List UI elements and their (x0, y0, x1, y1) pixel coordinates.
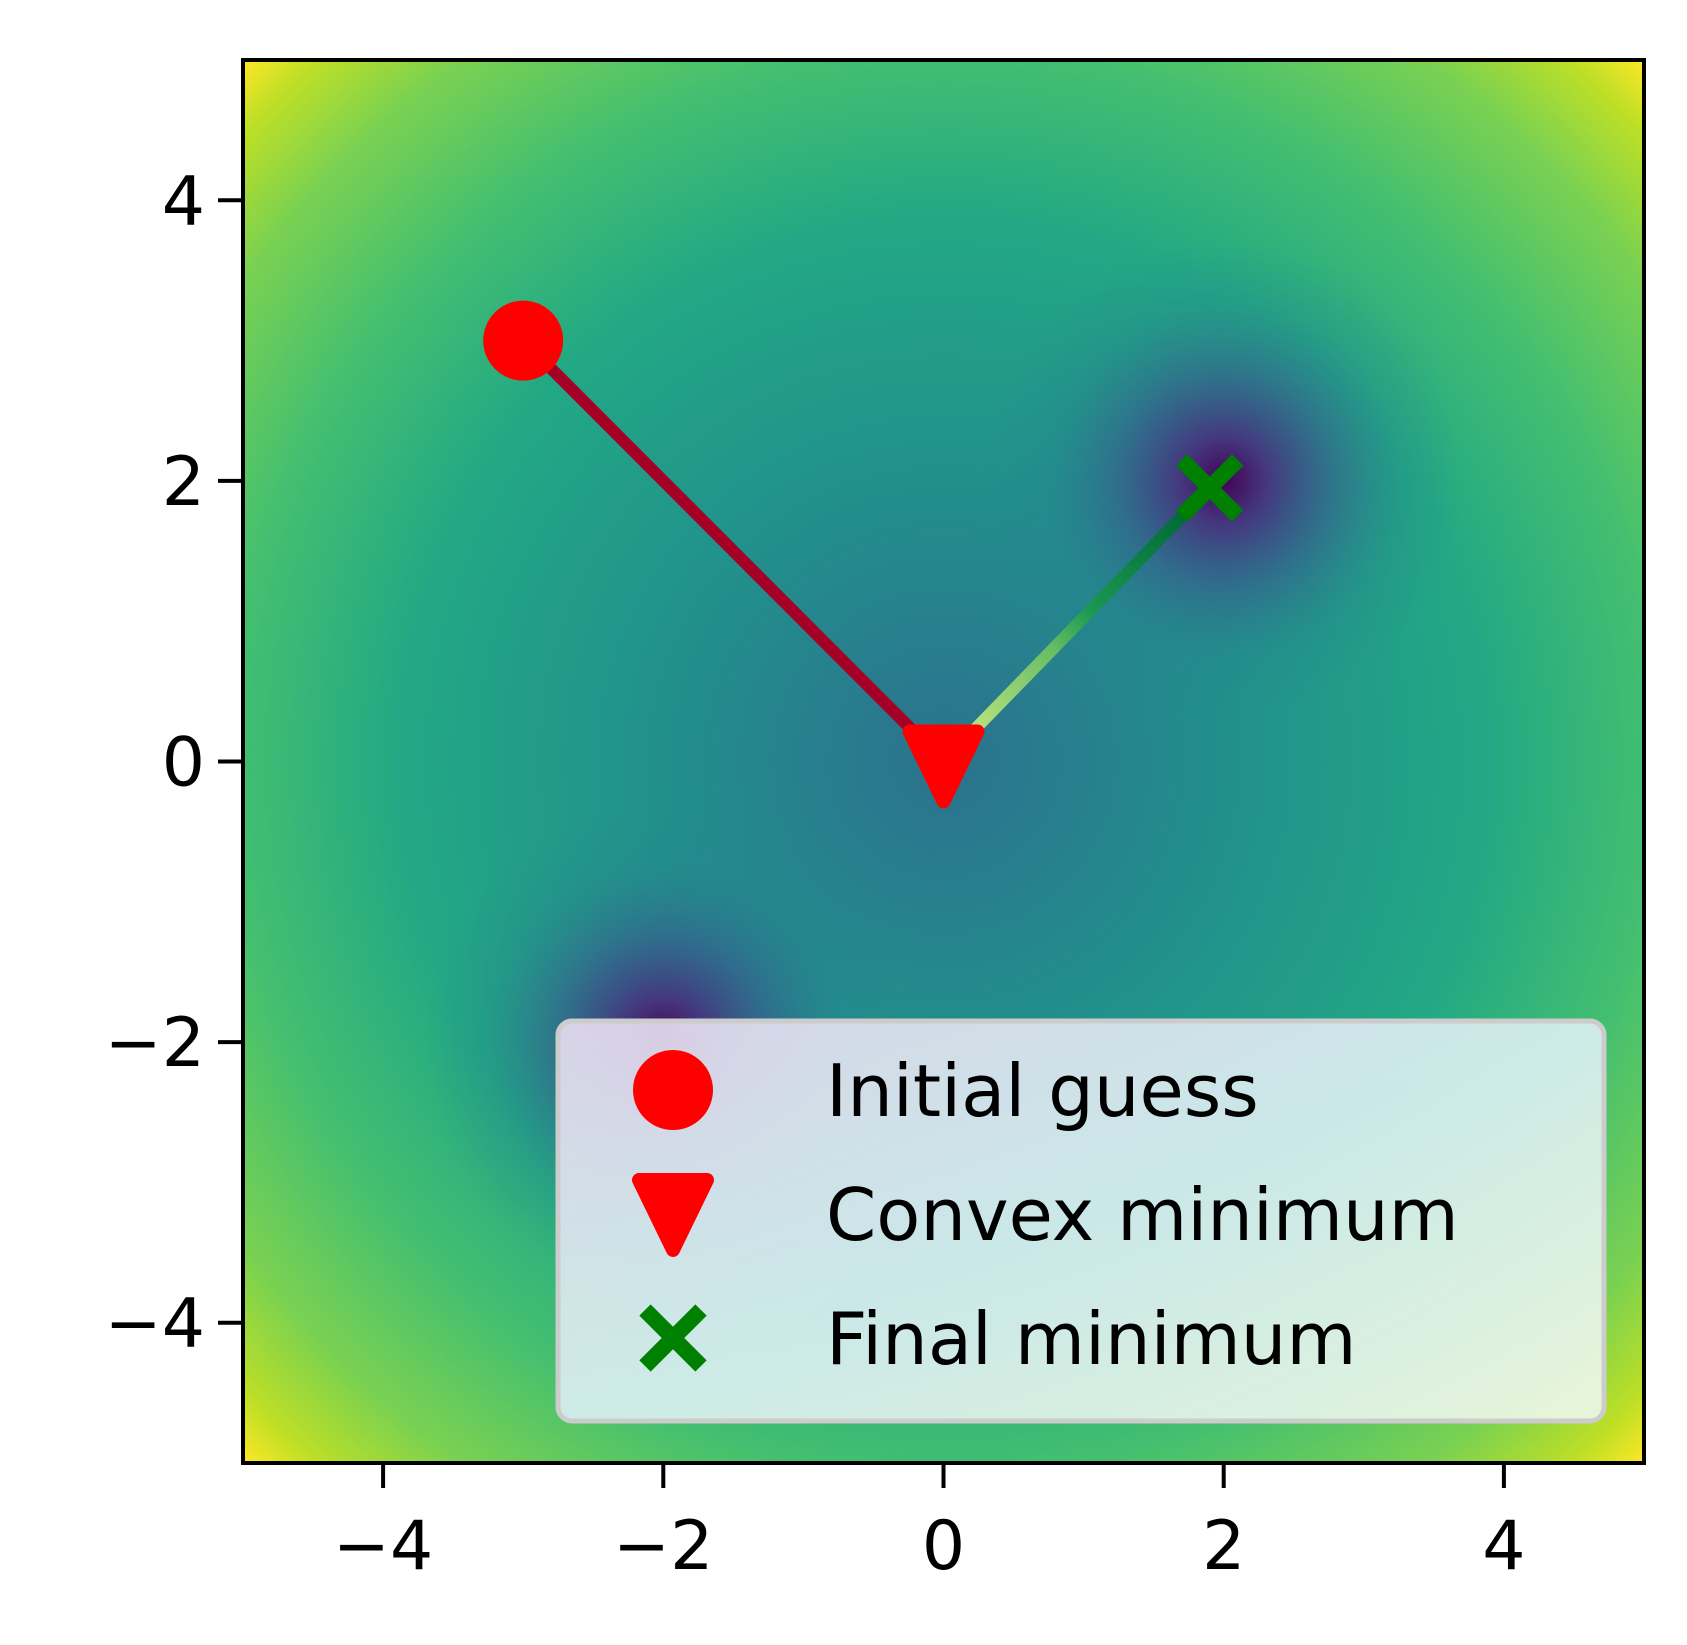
y-tick-label: −4 (105, 1285, 205, 1364)
x-tick-label: 0 (922, 1507, 965, 1586)
x-tick-label: −4 (333, 1507, 433, 1586)
legend-final-minimum-label: Final minimum (826, 1297, 1357, 1381)
final-minimum-marker (1176, 454, 1244, 522)
path-segment-2 (937, 481, 1216, 768)
legend-convex-minimum-label: Convex minimum (826, 1173, 1459, 1257)
x-tick-label: −2 (613, 1507, 713, 1586)
x-axis: −4 −2 0 2 4 (333, 1463, 1526, 1586)
path-segment-1 (517, 334, 950, 768)
y-tick-label: 4 (162, 162, 205, 241)
legend-convex-minimum-marker (632, 1173, 714, 1257)
initial-guess-marker (483, 300, 564, 381)
legend-box (555, 1018, 1607, 1424)
legend-initial-guess-label: Initial guess (826, 1049, 1259, 1133)
legend-initial-guess-marker (633, 1050, 713, 1130)
y-axis: −4 −2 0 2 4 (105, 162, 243, 1364)
legend-final-minimum-marker (639, 1304, 707, 1372)
y-tick-label: −2 (105, 1004, 205, 1083)
legend: Initial guess Convex minimum Final minimum (555, 1018, 1607, 1424)
y-tick-label: 2 (162, 443, 205, 522)
y-tick-label: 0 (162, 724, 205, 803)
x-tick-label: 2 (1202, 1507, 1245, 1586)
x-tick-label: 4 (1482, 1507, 1525, 1586)
convex-minimum-marker (902, 724, 985, 809)
